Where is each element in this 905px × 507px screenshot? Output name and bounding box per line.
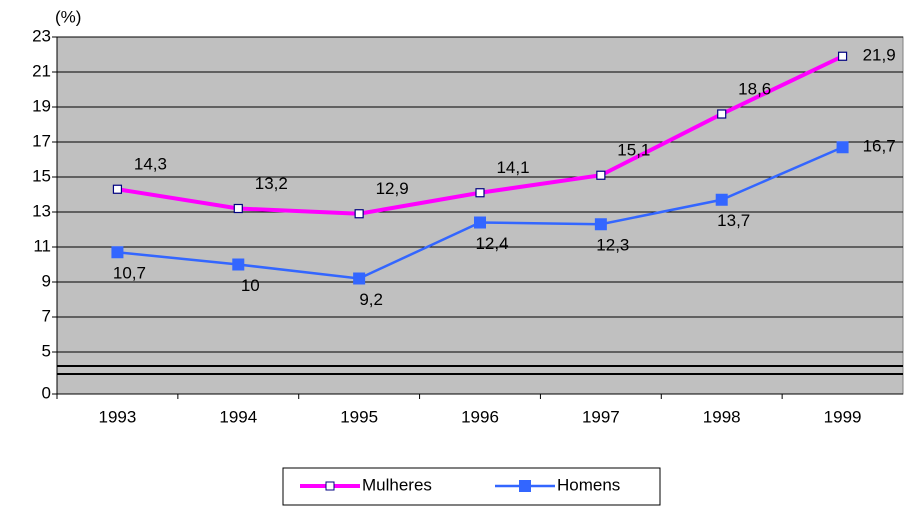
marker bbox=[112, 184, 123, 194]
x-tick-label: 1997 bbox=[582, 407, 620, 426]
data-label: 16,7 bbox=[863, 137, 896, 156]
marker bbox=[594, 218, 607, 231]
data-label: 10 bbox=[241, 276, 260, 295]
marker bbox=[837, 51, 848, 61]
marker bbox=[233, 203, 243, 214]
data-label: 14,1 bbox=[496, 158, 529, 177]
marker bbox=[475, 188, 485, 198]
x-tick-label: 1999 bbox=[824, 407, 862, 426]
data-label: 18,6 bbox=[738, 79, 771, 98]
legend-marker bbox=[519, 480, 531, 492]
data-label: 9,2 bbox=[359, 290, 383, 309]
data-label: 12,9 bbox=[376, 179, 409, 198]
y-tick-label: 11 bbox=[33, 236, 51, 255]
data-label: 21,9 bbox=[863, 46, 896, 65]
marker bbox=[836, 141, 849, 154]
y-tick-label: 21 bbox=[32, 61, 51, 80]
y-tick-label: 17 bbox=[32, 131, 51, 150]
y-tick-label: 5 bbox=[42, 341, 51, 360]
marker bbox=[715, 193, 728, 206]
data-label: 15,1 bbox=[617, 141, 650, 160]
plot-area bbox=[56, 36, 904, 395]
marker bbox=[353, 272, 366, 285]
marker bbox=[717, 109, 727, 119]
marker bbox=[596, 170, 606, 180]
x-tick-label: 1993 bbox=[99, 407, 137, 426]
y-unit-label: (%) bbox=[55, 7, 81, 26]
legend-marker bbox=[325, 481, 335, 491]
x-tick-label: 1996 bbox=[461, 407, 499, 426]
x-tick-label: 1995 bbox=[340, 407, 378, 426]
x-tick-label: 1994 bbox=[219, 407, 257, 426]
y-tick-label: 0 bbox=[42, 383, 51, 402]
x-tick-label: 1998 bbox=[703, 407, 741, 426]
data-label: 14,3 bbox=[134, 155, 167, 174]
data-label: 13,2 bbox=[255, 174, 288, 193]
data-label: 12,4 bbox=[475, 234, 508, 253]
marker bbox=[354, 209, 364, 219]
marker bbox=[474, 216, 486, 229]
y-tick-label: 15 bbox=[32, 166, 51, 185]
marker bbox=[111, 246, 124, 259]
y-tick-label: 9 bbox=[42, 271, 51, 290]
data-label: 10,7 bbox=[113, 264, 146, 283]
y-tick-label: 23 bbox=[32, 26, 51, 45]
y-tick-label: 19 bbox=[32, 96, 51, 115]
legend-label: Homens bbox=[557, 475, 620, 494]
data-label: 12,3 bbox=[596, 236, 629, 255]
legend-label: Mulheres bbox=[362, 475, 432, 494]
y-tick-label: 7 bbox=[42, 306, 51, 325]
legend: Mulheres Homens bbox=[282, 467, 661, 506]
marker bbox=[232, 258, 245, 271]
y-tick-label: 13 bbox=[32, 201, 51, 220]
data-label: 13,7 bbox=[717, 211, 750, 230]
